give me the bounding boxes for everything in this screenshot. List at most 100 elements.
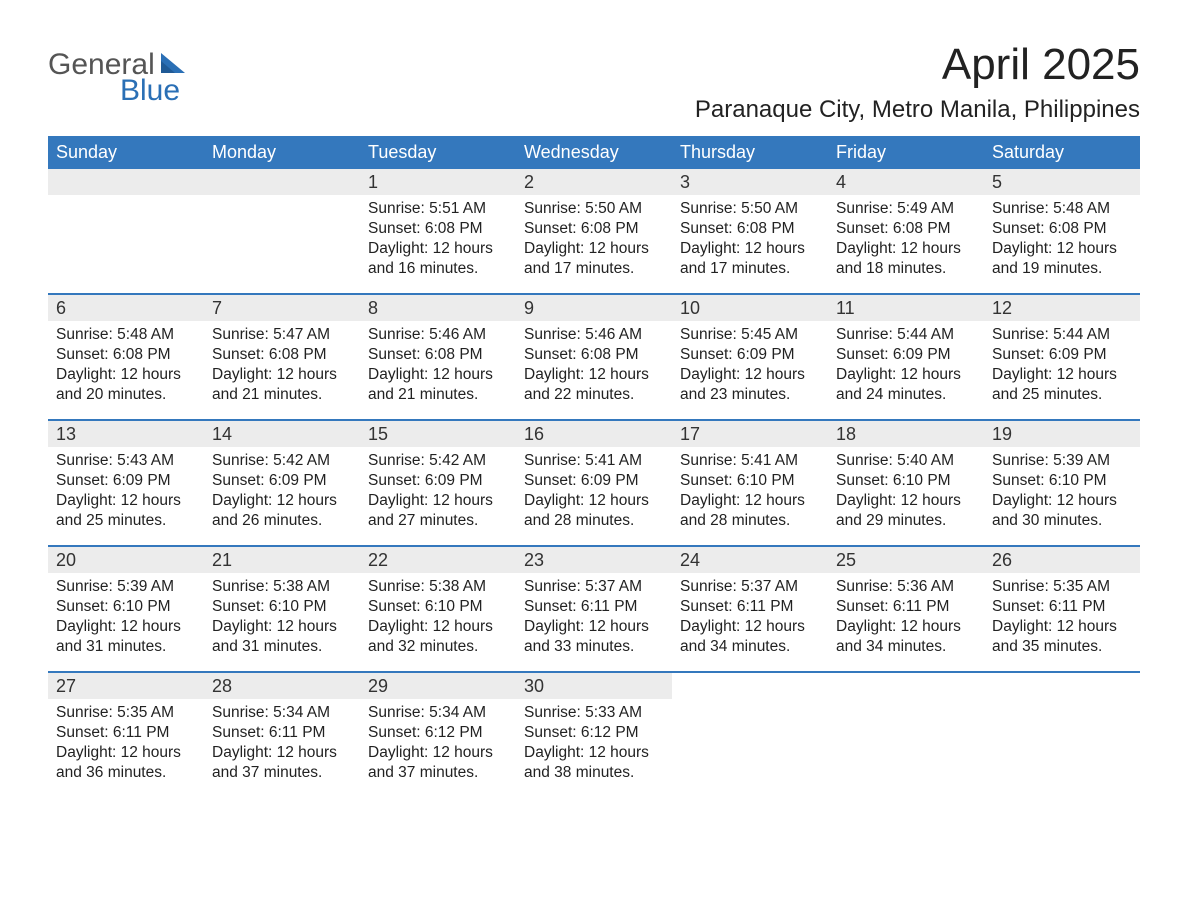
cell-body: Sunrise: 5:37 AMSunset: 6:11 PMDaylight:… [516,573,672,668]
calendar-cell: 29Sunrise: 5:34 AMSunset: 6:12 PMDayligh… [360,673,516,797]
weekday-header: Friday [828,136,984,169]
cell-body: Sunrise: 5:45 AMSunset: 6:09 PMDaylight:… [672,321,828,416]
sunrise-text: Sunrise: 5:44 AM [836,325,976,345]
daylight-line1: Daylight: 12 hours [836,365,976,385]
sunrise-text: Sunrise: 5:49 AM [836,199,976,219]
calendar-cell-empty [672,673,828,797]
sunset-text: Sunset: 6:09 PM [368,471,508,491]
cell-body: Sunrise: 5:43 AMSunset: 6:09 PMDaylight:… [48,447,204,542]
cell-body: Sunrise: 5:42 AMSunset: 6:09 PMDaylight:… [204,447,360,542]
day-number [204,169,360,195]
day-number: 5 [984,169,1140,195]
daylight-line2: and 30 minutes. [992,511,1132,531]
cell-body: Sunrise: 5:34 AMSunset: 6:11 PMDaylight:… [204,699,360,794]
calendar-cell-empty [984,673,1140,797]
sunrise-text: Sunrise: 5:42 AM [212,451,352,471]
sunrise-text: Sunrise: 5:38 AM [368,577,508,597]
daylight-line1: Daylight: 12 hours [212,743,352,763]
sunrise-text: Sunrise: 5:34 AM [368,703,508,723]
sunrise-text: Sunrise: 5:38 AM [212,577,352,597]
location-subtitle: Paranaque City, Metro Manila, Philippine… [695,96,1140,124]
day-number: 7 [204,295,360,321]
day-number: 2 [516,169,672,195]
sunset-text: Sunset: 6:09 PM [680,345,820,365]
cell-body: Sunrise: 5:46 AMSunset: 6:08 PMDaylight:… [360,321,516,416]
daylight-line2: and 34 minutes. [680,637,820,657]
daylight-line1: Daylight: 12 hours [836,617,976,637]
day-number: 24 [672,547,828,573]
sunrise-text: Sunrise: 5:48 AM [992,199,1132,219]
calendar-cell: 13Sunrise: 5:43 AMSunset: 6:09 PMDayligh… [48,421,204,545]
sunset-text: Sunset: 6:10 PM [836,471,976,491]
calendar-cell: 11Sunrise: 5:44 AMSunset: 6:09 PMDayligh… [828,295,984,419]
day-number [984,673,1140,699]
calendar-cell: 27Sunrise: 5:35 AMSunset: 6:11 PMDayligh… [48,673,204,797]
daylight-line2: and 34 minutes. [836,637,976,657]
daylight-line1: Daylight: 12 hours [368,491,508,511]
weekday-header: Wednesday [516,136,672,169]
cell-body: Sunrise: 5:51 AMSunset: 6:08 PMDaylight:… [360,195,516,290]
daylight-line1: Daylight: 12 hours [836,491,976,511]
calendar-cell: 4Sunrise: 5:49 AMSunset: 6:08 PMDaylight… [828,169,984,293]
daylight-line2: and 22 minutes. [524,385,664,405]
sunrise-text: Sunrise: 5:37 AM [680,577,820,597]
day-number: 22 [360,547,516,573]
day-number: 9 [516,295,672,321]
cell-body: Sunrise: 5:35 AMSunset: 6:11 PMDaylight:… [984,573,1140,668]
day-number: 4 [828,169,984,195]
day-number: 25 [828,547,984,573]
weekday-header: Sunday [48,136,204,169]
sunset-text: Sunset: 6:08 PM [524,345,664,365]
sunset-text: Sunset: 6:11 PM [992,597,1132,617]
sunset-text: Sunset: 6:12 PM [524,723,664,743]
sunset-text: Sunset: 6:10 PM [992,471,1132,491]
daylight-line2: and 20 minutes. [56,385,196,405]
sunset-text: Sunset: 6:08 PM [524,219,664,239]
calendar-cell: 28Sunrise: 5:34 AMSunset: 6:11 PMDayligh… [204,673,360,797]
day-number: 3 [672,169,828,195]
day-number: 29 [360,673,516,699]
daylight-line2: and 21 minutes. [368,385,508,405]
daylight-line1: Daylight: 12 hours [680,617,820,637]
sunset-text: Sunset: 6:08 PM [368,219,508,239]
sunset-text: Sunset: 6:08 PM [368,345,508,365]
calendar-cell: 18Sunrise: 5:40 AMSunset: 6:10 PMDayligh… [828,421,984,545]
sunrise-text: Sunrise: 5:35 AM [56,703,196,723]
daylight-line2: and 17 minutes. [524,259,664,279]
weekday-header: Tuesday [360,136,516,169]
day-number: 23 [516,547,672,573]
calendar-cell: 25Sunrise: 5:36 AMSunset: 6:11 PMDayligh… [828,547,984,671]
week-row: 13Sunrise: 5:43 AMSunset: 6:09 PMDayligh… [48,419,1140,545]
cell-body: Sunrise: 5:36 AMSunset: 6:11 PMDaylight:… [828,573,984,668]
week-row: 6Sunrise: 5:48 AMSunset: 6:08 PMDaylight… [48,293,1140,419]
cell-body: Sunrise: 5:39 AMSunset: 6:10 PMDaylight:… [984,447,1140,542]
sunset-text: Sunset: 6:11 PM [680,597,820,617]
daylight-line2: and 32 minutes. [368,637,508,657]
calendar-cell: 26Sunrise: 5:35 AMSunset: 6:11 PMDayligh… [984,547,1140,671]
sunrise-text: Sunrise: 5:33 AM [524,703,664,723]
daylight-line2: and 27 minutes. [368,511,508,531]
sunrise-text: Sunrise: 5:42 AM [368,451,508,471]
daylight-line1: Daylight: 12 hours [524,743,664,763]
daylight-line1: Daylight: 12 hours [524,365,664,385]
cell-body: Sunrise: 5:33 AMSunset: 6:12 PMDaylight:… [516,699,672,794]
day-number: 19 [984,421,1140,447]
daylight-line1: Daylight: 12 hours [992,491,1132,511]
day-number: 30 [516,673,672,699]
calendar-cell-empty [828,673,984,797]
sunset-text: Sunset: 6:08 PM [680,219,820,239]
daylight-line2: and 37 minutes. [212,763,352,783]
daylight-line1: Daylight: 12 hours [992,617,1132,637]
sunrise-text: Sunrise: 5:36 AM [836,577,976,597]
sunrise-text: Sunrise: 5:40 AM [836,451,976,471]
day-number [672,673,828,699]
daylight-line2: and 23 minutes. [680,385,820,405]
sunrise-text: Sunrise: 5:44 AM [992,325,1132,345]
daylight-line1: Daylight: 12 hours [368,365,508,385]
sunset-text: Sunset: 6:11 PM [212,723,352,743]
cell-body: Sunrise: 5:44 AMSunset: 6:09 PMDaylight:… [984,321,1140,416]
day-number [48,169,204,195]
day-number: 21 [204,547,360,573]
cell-body: Sunrise: 5:48 AMSunset: 6:08 PMDaylight:… [48,321,204,416]
daylight-line2: and 21 minutes. [212,385,352,405]
